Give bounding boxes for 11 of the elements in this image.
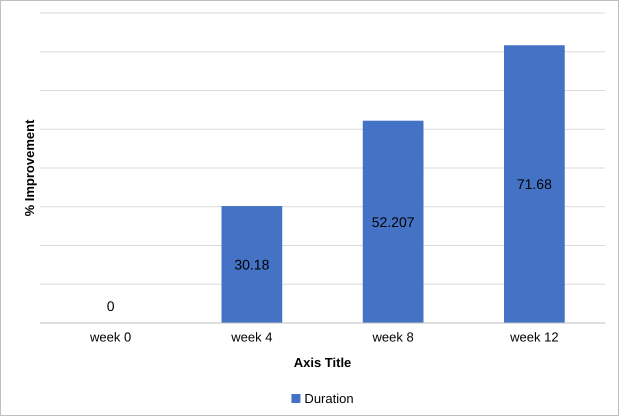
y-axis-title: % Improvement xyxy=(22,118,37,216)
data-label: 71.68 xyxy=(516,176,552,192)
x-tick-label: week 12 xyxy=(509,330,559,345)
x-tick-label: week 0 xyxy=(89,330,132,345)
x-tick-label: week 8 xyxy=(372,330,414,345)
x-tick-label: week 4 xyxy=(230,330,272,345)
data-label: 30.18 xyxy=(234,256,270,273)
legend-label: Duration xyxy=(304,391,354,406)
x-axis-title: Axis Title xyxy=(294,355,352,370)
data-label: 0 xyxy=(106,298,115,314)
data-label: 52.207 xyxy=(372,214,415,230)
